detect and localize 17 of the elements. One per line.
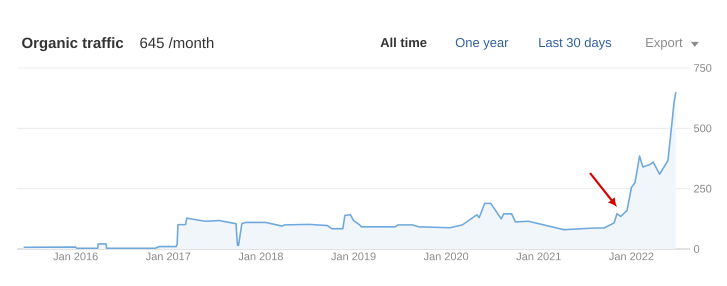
text: All time	[380, 38, 427, 48]
text: Last 30 days	[539, 38, 612, 50]
y-tick-label: 500	[694, 124, 712, 132]
x-tick-label: Jan 2021	[516, 252, 561, 260]
text: Export	[646, 38, 683, 50]
y-tick-label: 250	[694, 184, 712, 193]
x-tick-label: Jan 2018	[238, 252, 283, 260]
text: One year	[456, 38, 508, 50]
x-tick-label: Jan 2017	[146, 252, 190, 260]
x-tick-label: Jan 2020	[424, 252, 468, 260]
y-tick-label: 0	[694, 245, 700, 253]
x-tick-label: Jan 2019	[331, 252, 376, 260]
y-tick-label: 750	[694, 64, 712, 72]
chart-title: Organic traffic	[22, 37, 124, 52]
x-tick-label: Jan 2022	[609, 252, 654, 260]
x-tick-label: Jan 2016	[53, 252, 98, 260]
chart-subtitle: 645 /month	[140, 37, 214, 48]
